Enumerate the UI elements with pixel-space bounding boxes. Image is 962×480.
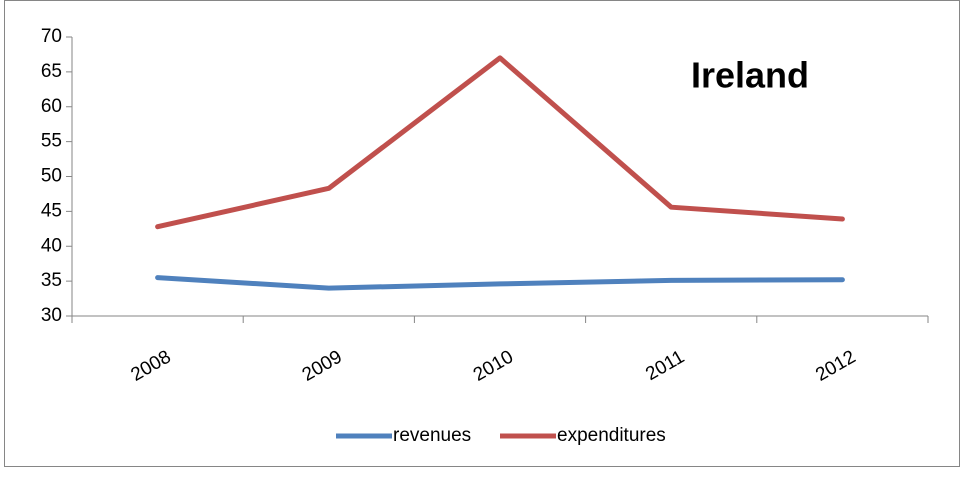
series-line	[155, 275, 845, 291]
series-line	[155, 55, 845, 230]
y-tick-label: 55	[41, 131, 62, 152]
y-tick-label: 65	[41, 61, 62, 82]
y-tick-label: 60	[41, 96, 62, 117]
y-tick-label: 50	[41, 166, 62, 187]
legend-label: revenues	[393, 425, 471, 446]
y-tick-label: 40	[41, 235, 62, 256]
legend-label: expenditures	[557, 425, 666, 446]
y-tick-label: 30	[41, 305, 62, 326]
y-tick-label: 45	[41, 200, 62, 221]
y-tick-label: 70	[41, 26, 62, 47]
chart-title: Ireland	[691, 55, 809, 96]
y-tick-label: 35	[41, 270, 62, 291]
chart-frame	[4, 0, 960, 467]
